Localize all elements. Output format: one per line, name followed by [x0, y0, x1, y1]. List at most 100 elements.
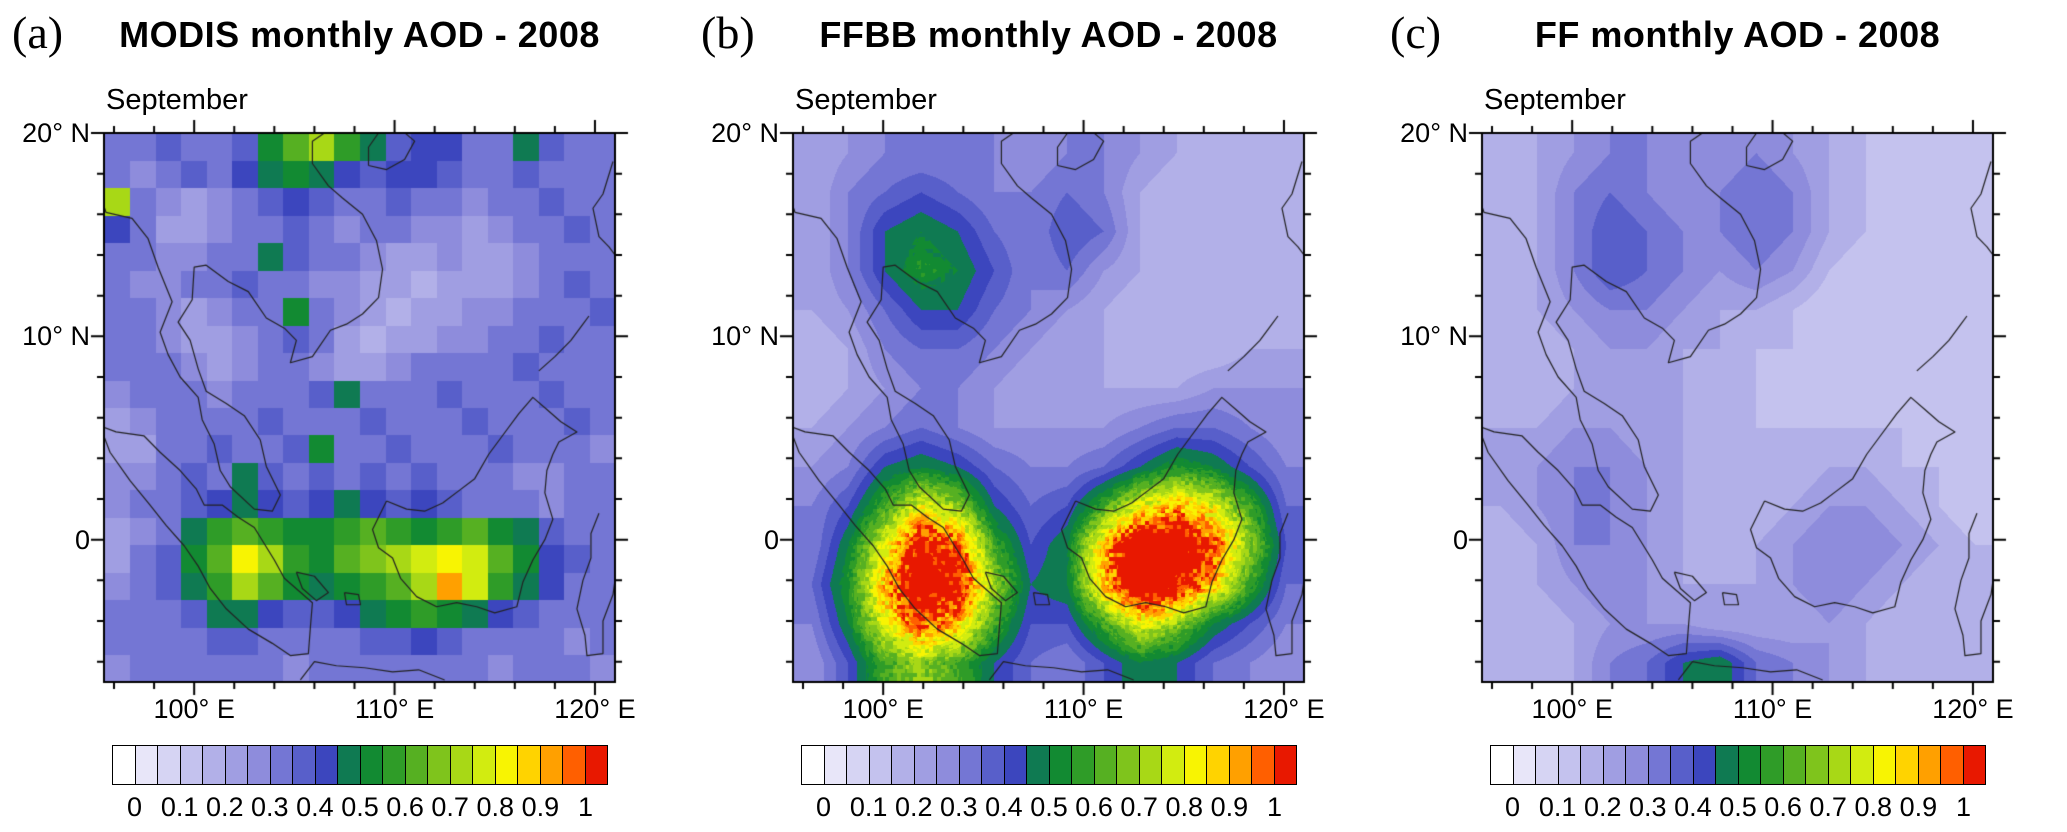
colorbar-box: [801, 745, 825, 785]
colorbar-tick-label: 0.4: [985, 792, 1023, 822]
month-label: September: [106, 84, 248, 116]
colorbar-tick-label: 0: [816, 792, 832, 822]
colorbar-tick-label: 0.5: [341, 792, 379, 822]
colorbar-box: [1183, 745, 1207, 785]
colorbar-box: [584, 745, 608, 785]
aod-map-canvas: [777, 117, 1320, 698]
colorbar-box: [202, 745, 226, 785]
colorbar-box: [1251, 745, 1275, 785]
colorbar-box: [1557, 745, 1581, 785]
colorbar-tick-label: 0: [1505, 792, 1521, 822]
colorbar-box: [1228, 745, 1252, 785]
colorbar-box: [823, 745, 847, 785]
colorbar-box: [1715, 745, 1739, 785]
colorbar-box: [314, 745, 338, 785]
colorbar-tick-label: 0.9: [521, 792, 560, 822]
colorbar-box: [981, 745, 1005, 785]
colorbar-tick-label: 0.2: [1583, 792, 1622, 822]
y-axis-label: 0: [763, 524, 779, 555]
colorbar-box: [359, 745, 383, 785]
colorbar: 0 0.1 0.2 0.3 0.4 0.5 0.6 0.7 0.8 0.9 1: [112, 745, 608, 822]
colorbar-tick-label: 1: [1266, 792, 1282, 822]
colorbar-box: [224, 745, 248, 785]
colorbar-box: [1071, 745, 1095, 785]
colorbar-box: [1003, 745, 1027, 785]
colorbar-box: [404, 745, 428, 785]
panel-modis: (a) MODIS monthly AOD - 2008 September 0…: [0, 0, 689, 832]
colorbar-box: [1490, 745, 1514, 785]
panel-letter: (b): [701, 7, 755, 58]
aod-map-canvas: [1466, 117, 2009, 698]
colorbar-box: [292, 745, 316, 785]
panel-title: FF monthly AOD - 2008: [1534, 14, 1941, 55]
colorbar-tick-label: 0.7: [1120, 792, 1158, 822]
colorbar-box: [846, 745, 870, 785]
x-axis-label: 120° E: [1243, 694, 1325, 724]
colorbar-box: [539, 745, 563, 785]
colorbar-box: [891, 745, 915, 785]
colorbar-tick-label: 1: [1955, 792, 1971, 822]
colorbar-box: [1850, 745, 1874, 785]
colorbar-tick-label: 0.2: [894, 792, 933, 822]
colorbar-tick-label: 0.8: [1165, 792, 1204, 822]
colorbar-tick-label: 0.1: [160, 792, 199, 822]
colorbar-box: [936, 745, 960, 785]
x-axis-label: 110° E: [1043, 694, 1124, 724]
colorbar-box: [247, 745, 271, 785]
colorbar-tick-label: 0.9: [1899, 792, 1938, 822]
colorbar-box: [1940, 745, 1964, 785]
colorbar-box: [1602, 745, 1626, 785]
x-axis-label: 110° E: [354, 694, 435, 724]
colorbar-tick-label: 0.7: [1809, 792, 1847, 822]
colorbar-tick-label: 0.4: [296, 792, 334, 822]
colorbar-box: [1138, 745, 1162, 785]
colorbar-box: [1670, 745, 1694, 785]
colorbar-tick-label: 0.5: [1030, 792, 1068, 822]
colorbar-box: [1273, 745, 1297, 785]
colorbar-box: [179, 745, 203, 785]
colorbar-box: [517, 745, 541, 785]
colorbar-box: [112, 745, 136, 785]
panel-title: MODIS monthly AOD - 2008: [119, 14, 600, 55]
colorbar-tick-label: 0.9: [1210, 792, 1249, 822]
colorbar-box: [1805, 745, 1829, 785]
colorbar-box: [1760, 745, 1784, 785]
colorbar-box: [1206, 745, 1230, 785]
colorbar-box: [1093, 745, 1117, 785]
colorbar-box: [1535, 745, 1559, 785]
colorbar-box: [1827, 745, 1851, 785]
colorbar: 0 0.1 0.2 0.3 0.4 0.5 0.6 0.7 0.8 0.9 1: [801, 745, 1297, 822]
colorbar-tick-label: 0.8: [476, 792, 515, 822]
colorbar-tick-label: 0: [127, 792, 143, 822]
colorbar-box: [337, 745, 361, 785]
colorbar-box: [1512, 745, 1536, 785]
y-axis-label: 10° N: [22, 321, 90, 352]
colorbar-tick-label: 0.3: [251, 792, 289, 822]
colorbar-box: [134, 745, 158, 785]
colorbar-box: [958, 745, 982, 785]
colorbar-box: [1872, 745, 1896, 785]
colorbar-box: [1116, 745, 1140, 785]
x-axis-label: 100° E: [1531, 694, 1613, 724]
colorbar-box: [913, 745, 937, 785]
colorbar-box: [868, 745, 892, 785]
colorbar-box: [472, 745, 496, 785]
panel-letter: (a): [12, 7, 64, 58]
y-axis-label: 10° N: [711, 321, 779, 352]
colorbar-tick-label: 1: [577, 792, 593, 822]
y-axis-label: 0: [74, 524, 90, 555]
colorbar-box: [1917, 745, 1941, 785]
colorbar-box: [562, 745, 586, 785]
colorbar-tick-label: 0.1: [849, 792, 888, 822]
colorbar-box: [1647, 745, 1671, 785]
x-axis-label: 110° E: [1732, 694, 1813, 724]
colorbar-box: [1737, 745, 1761, 785]
month-label: September: [1484, 84, 1626, 116]
colorbar-tick-label: 0.6: [1764, 792, 1802, 822]
colorbar-box: [1962, 745, 1986, 785]
x-axis-label: 120° E: [1932, 694, 2014, 724]
colorbar-tick-label: 0.8: [1854, 792, 1893, 822]
colorbar-box: [427, 745, 451, 785]
colorbar: 0 0.1 0.2 0.3 0.4 0.5 0.6 0.7 0.8 0.9 1: [1490, 745, 1986, 822]
colorbar-box: [494, 745, 518, 785]
